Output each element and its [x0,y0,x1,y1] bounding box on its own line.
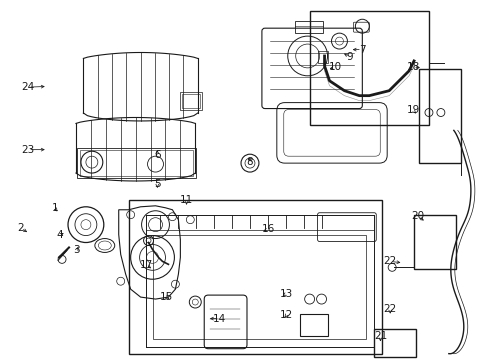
Bar [77,148,196,178]
Text: 19: 19 [407,105,420,115]
Bar [294,21,322,33]
Bar [80,150,193,176]
Bar [180,92,202,109]
Text: 3: 3 [74,245,80,255]
Text: 7: 7 [359,45,365,55]
Bar [419,69,461,163]
Text: 14: 14 [213,314,226,324]
Bar [152,235,367,339]
Text: 24: 24 [22,82,35,92]
Text: 18: 18 [407,63,420,72]
Text: 6: 6 [154,150,161,160]
Text: 2: 2 [18,223,24,233]
Bar [318,51,327,63]
Text: 20: 20 [412,211,424,221]
Bar [374,329,416,357]
Text: 10: 10 [329,63,342,72]
Text: 22: 22 [384,256,397,266]
Text: 9: 9 [346,52,353,62]
Text: 4: 4 [56,230,63,240]
Bar [310,11,429,125]
Text: 17: 17 [140,260,153,270]
Text: 16: 16 [262,224,275,234]
Bar [182,94,200,108]
Text: 11: 11 [180,195,193,204]
Text: 22: 22 [384,304,397,314]
Bar [300,314,327,336]
Text: 12: 12 [280,310,293,320]
Text: 23: 23 [22,145,35,155]
Bar [129,200,382,354]
Text: 21: 21 [374,332,387,342]
Text: 5: 5 [154,179,161,189]
Bar [414,215,456,269]
Text: 13: 13 [280,289,293,298]
Text: 1: 1 [51,203,58,213]
Text: 15: 15 [159,292,172,302]
Text: 8: 8 [246,157,253,167]
